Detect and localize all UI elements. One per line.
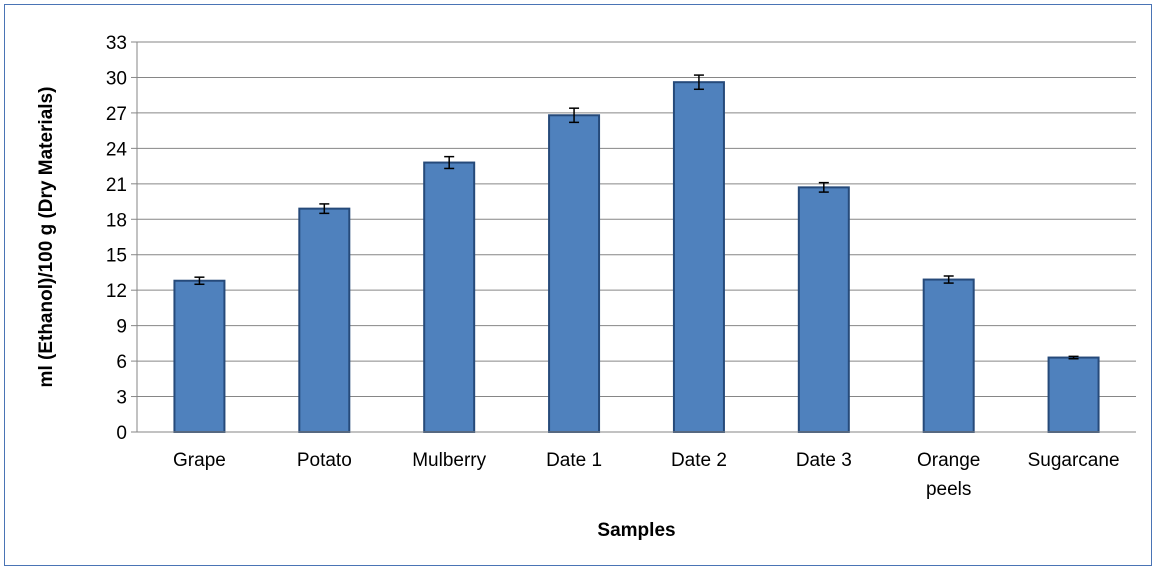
bar [922,278,975,433]
y-tick-label: 30 [106,68,127,89]
bar [797,186,850,433]
x-tick-label: Potato [297,450,352,471]
y-tick-label: 12 [106,281,127,302]
gridlines [137,41,1136,398]
axes [131,41,1136,433]
bar [672,81,725,433]
x-tick-label: peels [926,479,971,500]
bars [173,74,1100,434]
y-tick-label: 27 [106,104,127,125]
tick-labels: 0 3 6 9 12 15 18 21 24 27 30 33 Grape Potato Mulberry D… [106,33,1120,500]
y-tick-label: 3 [116,388,127,409]
x-tick-label: Date 3 [796,450,852,471]
y-tick-label: 18 [106,210,127,231]
y-tick-label: 9 [116,317,127,338]
y-tick-label: 0 [116,423,127,444]
y-tick-label: 24 [106,139,128,160]
bar [173,279,226,433]
bar [423,161,476,434]
x-tick-label: Date 1 [546,450,602,471]
bar [548,114,601,433]
bar [298,207,351,433]
x-axis-title: Samples [597,520,675,541]
x-tick-label: Sugarcane [1028,450,1120,471]
y-axis-title: ml (Ethanol)/100 g (Dry Materials) [36,87,57,388]
x-tick-label: Mulberry [412,450,486,471]
y-tick-label: 6 [116,352,127,373]
x-tick-label: Orange [917,450,980,471]
x-tick-label: Grape [173,450,226,471]
y-tick-label: 15 [106,246,127,267]
y-tick-label: 33 [106,33,127,54]
x-tick-label: Date 2 [671,450,727,471]
y-tick-label: 21 [106,175,127,196]
bar [1047,356,1100,433]
